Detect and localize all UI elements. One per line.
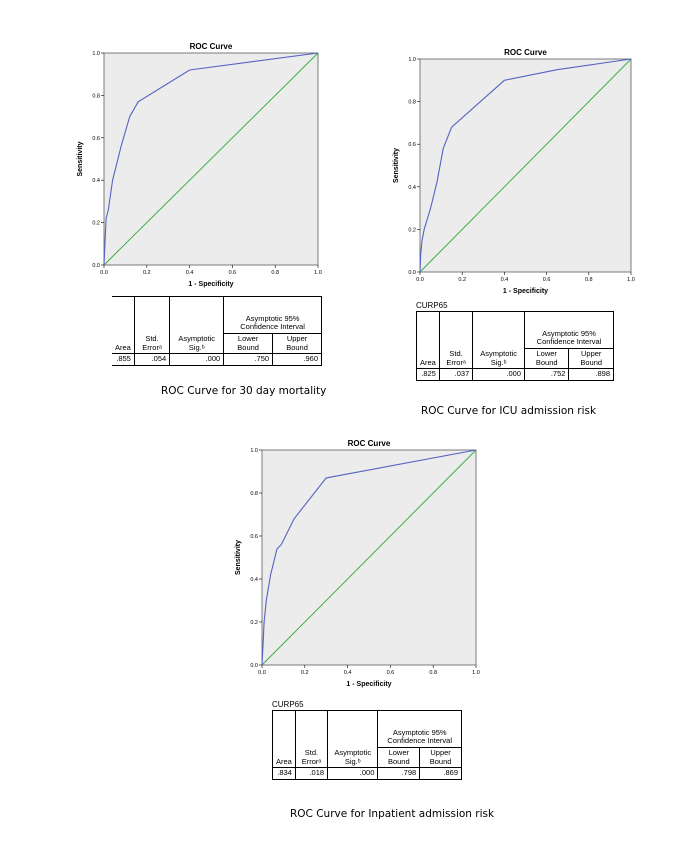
y-tick-label: 0.4 <box>92 178 100 184</box>
x-tick-label: 0.4 <box>344 670 352 676</box>
roc-curve-line <box>261 449 477 666</box>
stats-table-mortality: Area Std. Errorᵃ Asymptotic Sig.ᵇ Asympt… <box>112 295 322 366</box>
y-tick-label: 0.8 <box>92 93 100 99</box>
x-tick-label: 0.8 <box>429 670 437 676</box>
chart-title: ROC Curve <box>504 48 547 57</box>
x-tick-label: 0.4 <box>501 277 509 283</box>
y-tick-label: 0.8 <box>250 491 258 497</box>
stats-table-icu: Area Std. Errorᵃ Asymptotic Sig.ᵇ Asympt… <box>416 310 615 381</box>
x-tick-label: 0.4 <box>186 270 194 276</box>
y-tick-label: 0.4 <box>408 185 416 191</box>
table-label-inpatient: CURP65 <box>272 700 304 709</box>
x-tick-label: 0.2 <box>301 670 309 676</box>
y-axis-label: Sensitivity <box>77 141 84 176</box>
x-axis-label: 1 - Specificity <box>503 288 548 295</box>
y-tick-label: 0.2 <box>92 221 100 227</box>
lower-bound-value: .752 <box>523 368 570 381</box>
y-tick-label: 0.6 <box>92 136 100 142</box>
asymptotic-sig-value: .000 <box>327 767 379 780</box>
y-tick-label: 0.6 <box>250 534 258 540</box>
upper-bound-value: .960 <box>272 353 322 366</box>
std-error-value: .018 <box>294 767 329 780</box>
table-label-icu: CURP65 <box>416 301 448 310</box>
lower-bound-header: Lower Bound <box>377 746 421 769</box>
area-value: .855 <box>112 353 135 366</box>
stats-table-inpatient: Area Std. Errorᵃ Asymptotic Sig.ᵇ Asympt… <box>272 709 462 780</box>
std-error-value: .037 <box>438 368 474 381</box>
lower-bound-value: .750 <box>223 353 274 366</box>
x-tick-label: 1.0 <box>314 270 322 276</box>
y-tick-label: 0.0 <box>92 263 100 269</box>
x-tick-label: 0.0 <box>416 277 424 283</box>
x-axis-label: 1 - Specificity <box>346 681 391 688</box>
x-tick-label: 1.0 <box>472 670 480 676</box>
roc-curve-line <box>103 52 319 266</box>
caption-icu: ROC Curve for ICU admission risk <box>421 405 597 417</box>
asymptotic-sig-header: Asymptotic Sig.ᵇ <box>327 709 379 769</box>
lower-bound-value: .798 <box>377 767 421 780</box>
roc-chart-icu: 0.0 0.2 0.4 0.6 0.8 1.0 0.0 0.2 0.4 0.6 0.8 1.0 ROC … <box>393 48 635 295</box>
std-error-header: Std. Errorᵃ <box>133 295 171 355</box>
y-tick-label: 0.4 <box>250 577 258 583</box>
y-tick-label: 0.2 <box>250 620 258 626</box>
y-tick-label: 0.8 <box>408 100 416 106</box>
std-error-header: Std. Errorᵃ <box>294 709 329 769</box>
roc-curve-line <box>419 58 632 273</box>
x-tick-label: 0.6 <box>229 270 237 276</box>
std-error-header: Std. Errorᵃ <box>438 310 474 370</box>
area-value: .825 <box>416 368 440 381</box>
y-axis-label: Sensitivity <box>393 148 400 183</box>
upper-bound-value: .898 <box>568 368 614 381</box>
caption-mortality: ROC Curve for 30 day mortality <box>161 385 327 397</box>
y-tick-label: 0.6 <box>408 142 416 148</box>
upper-bound-value: .869 <box>419 767 462 780</box>
reference-diagonal-line <box>261 449 477 666</box>
chart-title: ROC Curve <box>190 42 233 51</box>
x-tick-label: 0.2 <box>143 270 151 276</box>
chart-title: ROC Curve <box>348 439 391 448</box>
x-tick-label: 0.6 <box>543 277 551 283</box>
y-tick-label: 1.0 <box>92 51 100 57</box>
lower-bound-header: Lower Bound <box>523 347 570 370</box>
reference-diagonal-line <box>103 52 319 266</box>
roc-chart-inpatient: 0.0 0.2 0.4 0.6 0.8 1.0 0.0 0.2 0.4 0.6 0.8 1.0 ROC … <box>235 439 480 688</box>
x-tick-label: 0.8 <box>585 277 593 283</box>
y-tick-label: 1.0 <box>250 448 258 454</box>
x-tick-label: 0.0 <box>100 270 108 276</box>
x-tick-label: 0.0 <box>258 670 266 676</box>
asymptotic-sig-header: Asymptotic Sig.ᵇ <box>169 295 225 355</box>
y-tick-label: 0.2 <box>408 227 416 233</box>
area-header: Area <box>112 295 135 355</box>
upper-bound-header: Upper Bound <box>272 332 322 355</box>
upper-bound-header: Upper Bound <box>419 746 462 769</box>
x-tick-label: 0.6 <box>387 670 395 676</box>
x-tick-label: 1.0 <box>627 277 635 283</box>
area-value: .834 <box>272 767 296 780</box>
y-tick-label: 0.0 <box>408 270 416 276</box>
std-error-value: .054 <box>133 353 171 366</box>
roc-chart-mortality: 0.0 0.2 0.4 0.6 0.8 1.0 0.0 0.2 0.4 0.6 0.8 1.0 ROC … <box>77 42 322 288</box>
y-tick-label: 1.0 <box>408 57 416 63</box>
area-header: Area <box>272 709 296 769</box>
x-tick-label: 0.2 <box>458 277 466 283</box>
asymptotic-sig-value: .000 <box>169 353 225 366</box>
y-axis-label: Sensitivity <box>235 540 242 575</box>
asymptotic-sig-header: Asymptotic Sig.ᵇ <box>472 310 525 370</box>
caption-inpatient: ROC Curve for Inpatient admission risk <box>290 808 495 820</box>
x-tick-label: 0.8 <box>271 270 279 276</box>
y-tick-label: 0.0 <box>250 663 258 669</box>
upper-bound-header: Upper Bound <box>568 347 614 370</box>
reference-diagonal-line <box>419 58 632 273</box>
x-axis-label: 1 - Specificity <box>188 281 233 288</box>
ci-header: Asymptotic 95% Confidence Interval <box>377 710 462 748</box>
ci-header: Asymptotic 95% Confidence Interval <box>223 296 322 334</box>
